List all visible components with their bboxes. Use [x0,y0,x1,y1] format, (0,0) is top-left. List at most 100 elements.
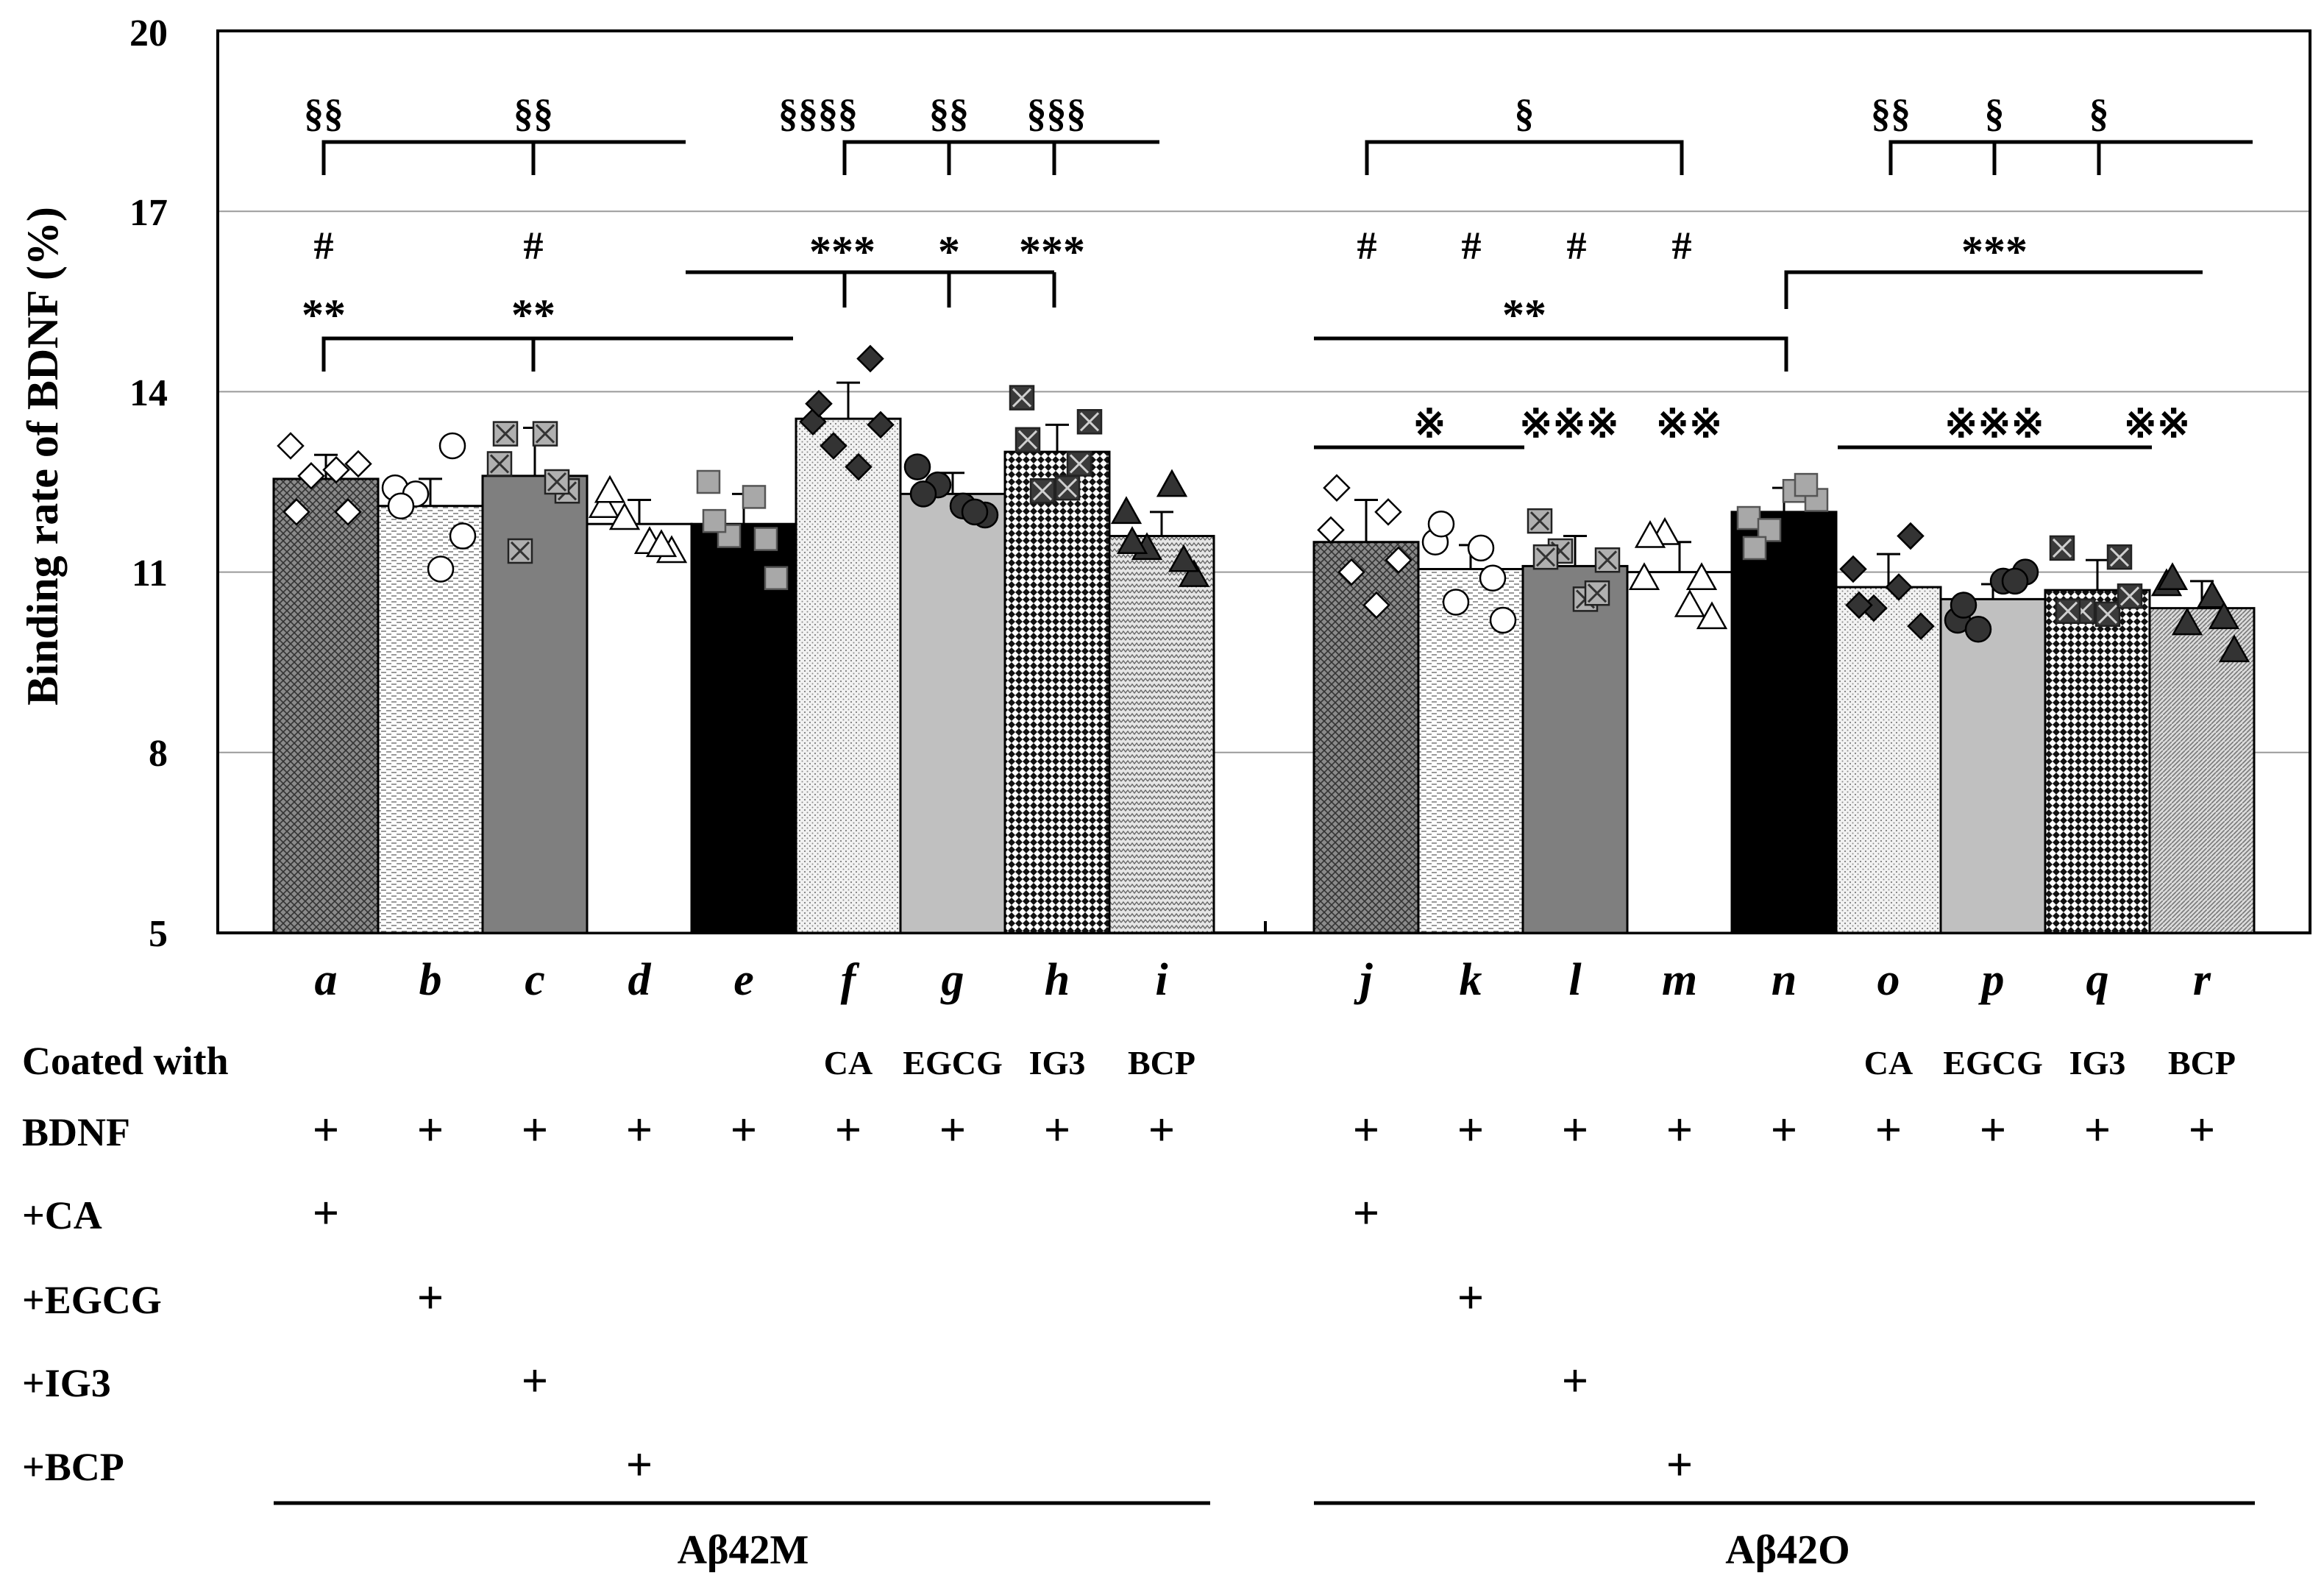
sig-ref-m: ※※ [1656,402,1723,446]
point-e [696,469,721,494]
point-m [1685,562,1718,591]
point-a [334,498,362,526]
sig-section-f: §§§§ [778,91,858,135]
point-j [1374,498,1402,526]
group-label-abeta42o: Aβ42O [1725,1527,1850,1573]
point-i [1178,559,1210,587]
sig-star-a: ** [302,291,346,339]
plus-mark: + [626,1104,653,1156]
sig-section-c: §§ [514,91,553,135]
sig-ref-q: ※※※ [1944,402,2044,446]
point-m [1634,519,1666,548]
sig-ref-k: ※ [1412,402,1446,446]
plus-mark: + [417,1104,444,1156]
category-label-q: q [2086,955,2109,1005]
sig-star-n: ** [1502,291,1546,339]
point-b [387,492,415,519]
row-label-bcp: +BCP [22,1445,124,1489]
coated-label-f: CA [824,1044,873,1082]
category-label-r: r [2193,955,2211,1005]
plus-mark: + [1457,1271,1484,1324]
sig-ref-r: ※※ [2124,402,2191,446]
bar-p [1939,597,2047,934]
sig-hash-k: # [1462,224,1482,268]
point-m [1674,589,1706,617]
category-label-a: a [315,955,338,1005]
point-c [507,538,533,564]
category-label-l: l [1568,955,1582,1005]
point-d [588,490,620,518]
plus-mark: + [1666,1104,1693,1156]
point-j [1323,474,1351,502]
point-h [1054,475,1081,501]
category-label-p: p [1978,955,2005,1005]
plus-mark: + [939,1104,966,1156]
plus-mark: + [2084,1104,2111,1156]
point-e [742,485,767,509]
treatment-table: Coated with BDNF +CA +EGCG +IG3 +BCP CA E… [22,1039,2255,1573]
sig-star-f: *** [809,227,875,276]
sig-hash-j: # [1357,224,1377,268]
category-label-k: k [1460,955,1482,1005]
plus-mark: + [1353,1104,1379,1156]
point-j [1317,516,1345,544]
sig-section-h: §§§ [1027,91,1087,135]
point-q [2049,535,2075,561]
bracket-star-or [1784,270,2203,309]
point-q [2117,583,2143,609]
point-g [909,480,937,508]
point-c [532,421,558,447]
point-e [753,527,778,551]
point-e [702,508,727,533]
point-r [2218,634,2250,663]
sig-star-c: ** [511,291,555,339]
sig-star-or: *** [1961,227,2028,276]
bar-e [690,522,797,934]
point-k [1467,534,1495,562]
point-r [2156,562,2189,591]
point-g [903,453,931,480]
point-l [1527,508,1553,534]
sig-hash-c: # [524,224,544,268]
bar-i [1108,535,1215,934]
plus-mark: + [313,1104,339,1156]
point-p [1950,592,1977,619]
point-n [1794,472,1819,497]
y-axis-ticks: 5 8 11 14 17 20 [129,13,168,955]
category-label-e: e [733,955,754,1005]
coated-label-q: IG3 [2069,1044,2126,1082]
point-a [297,462,325,490]
point-o [1885,573,1913,601]
point-h [1014,427,1041,453]
sig-section-q: § [2089,91,2109,135]
point-k [1442,589,1470,616]
point-e [717,524,742,548]
ytick-label: 8 [149,733,168,775]
bar-c [481,475,589,934]
bar-d [586,522,693,934]
y-axis-label: Binding rate of BDNF (%) [18,207,67,706]
plus-mark: + [626,1438,653,1491]
category-label-c: c [525,955,545,1005]
point-c [486,451,513,477]
point-o [1839,555,1867,583]
bar-f [795,417,902,934]
ytick-label: 20 [129,13,168,54]
category-label-i: i [1155,955,1168,1005]
point-f [867,411,895,439]
sig-hash-a: # [314,224,334,268]
plus-mark: + [1044,1104,1070,1156]
point-k [1489,606,1517,634]
point-k [1479,564,1507,592]
point-f [845,452,873,481]
row-label-bdnf: BDNF [22,1110,130,1154]
bracket-section-mid [842,140,1159,175]
point-o [1897,522,1925,550]
point-i [1116,526,1148,554]
row-label-ig3: +IG3 [22,1361,111,1405]
sig-star-h: *** [1019,227,1085,276]
point-d [594,475,626,503]
point-a [282,498,310,526]
bars [272,381,2256,934]
point-p [1964,615,1992,643]
